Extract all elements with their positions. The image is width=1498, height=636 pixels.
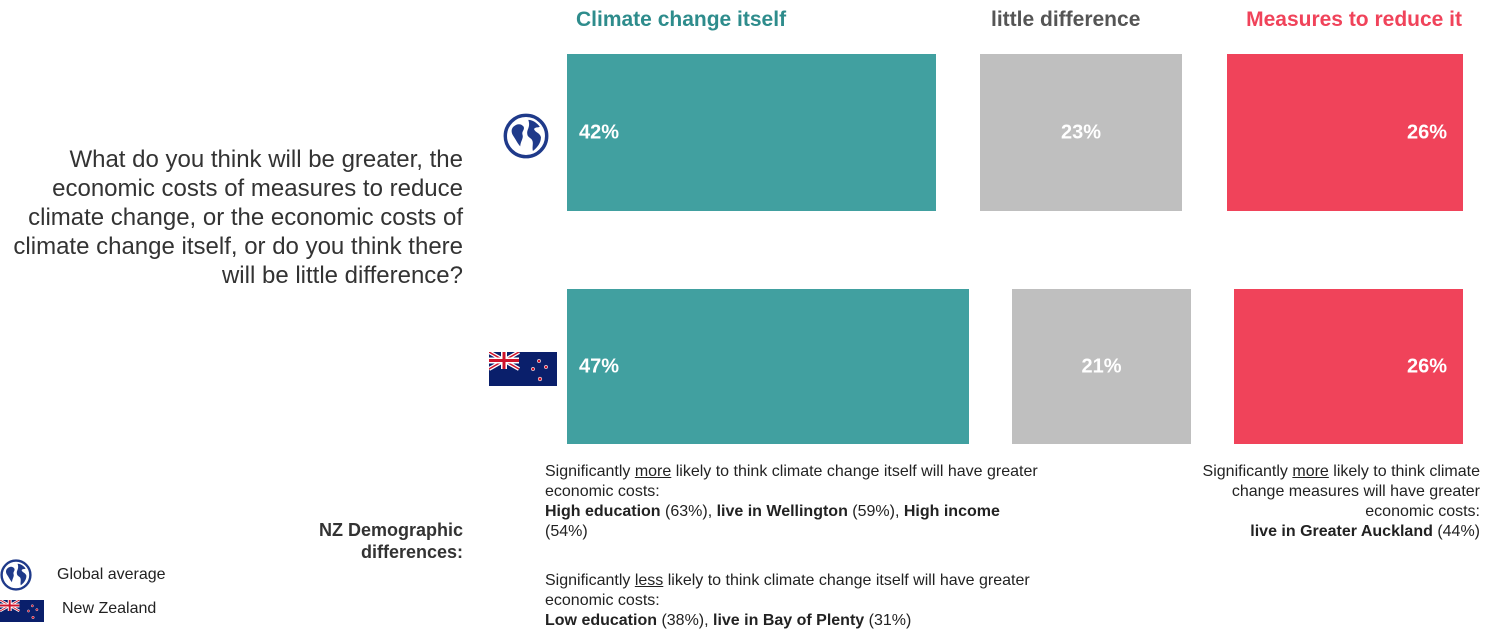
legend-series-climate-itself: Climate change itself [576,8,787,31]
bar-nz-climate-itself: 47% [567,289,969,444]
bar-global-little-difference: 23% [980,54,1182,211]
bar-label-global-climate-itself: 42% [579,121,620,143]
question-text: What do you think will be greater, the e… [13,146,463,289]
legend-series-little-difference: little difference [991,8,1141,31]
bar-label-global-measures: 26% [1406,121,1447,143]
legend-label-nz: New Zealand [62,600,157,617]
bar-label-nz-measures: 26% [1406,355,1447,377]
legend-series-measures: Measures to reduce it [1246,8,1462,31]
note-less-climate-itself: Significantly less likely to think clima… [545,572,1030,629]
note-more-measures: Significantly more likely to think clima… [1202,463,1480,540]
globe-icon [503,113,549,159]
bar-nz-measures: 26% [1234,289,1463,444]
bar-label-nz-little-difference: 21% [1081,355,1122,377]
bar-value-nz-climate-itself: 47% [579,355,620,377]
note-more-climate-itself: Significantly more likely to think clima… [545,463,1038,540]
legend-label-global: Global average [57,566,166,583]
bar-label-nz-climate-itself: 47% [579,355,625,378]
nz-flag-icon [489,352,557,386]
bar-label-global-little-difference: 23% [1060,121,1102,143]
bar-global-measures: 26% [1227,54,1463,211]
bar-nz-little-difference: 21% [1012,289,1191,444]
legend-globe-icon [0,559,32,591]
bar-global-climate-itself: 42% [567,54,936,211]
legend-nz-flag-icon [0,600,44,622]
demographics-title: NZ Demographic differences: [318,520,463,562]
